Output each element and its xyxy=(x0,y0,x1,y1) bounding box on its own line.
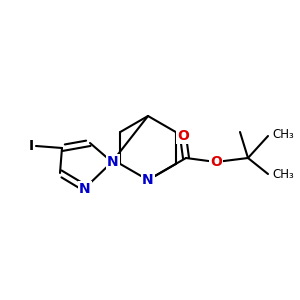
Text: N: N xyxy=(142,173,154,187)
Text: N: N xyxy=(79,182,91,196)
Text: CH₃: CH₃ xyxy=(272,128,294,142)
Text: N: N xyxy=(107,155,119,169)
Text: CH₃: CH₃ xyxy=(272,169,294,182)
Text: I: I xyxy=(28,139,34,153)
Text: O: O xyxy=(210,155,222,169)
Text: O: O xyxy=(177,129,189,143)
